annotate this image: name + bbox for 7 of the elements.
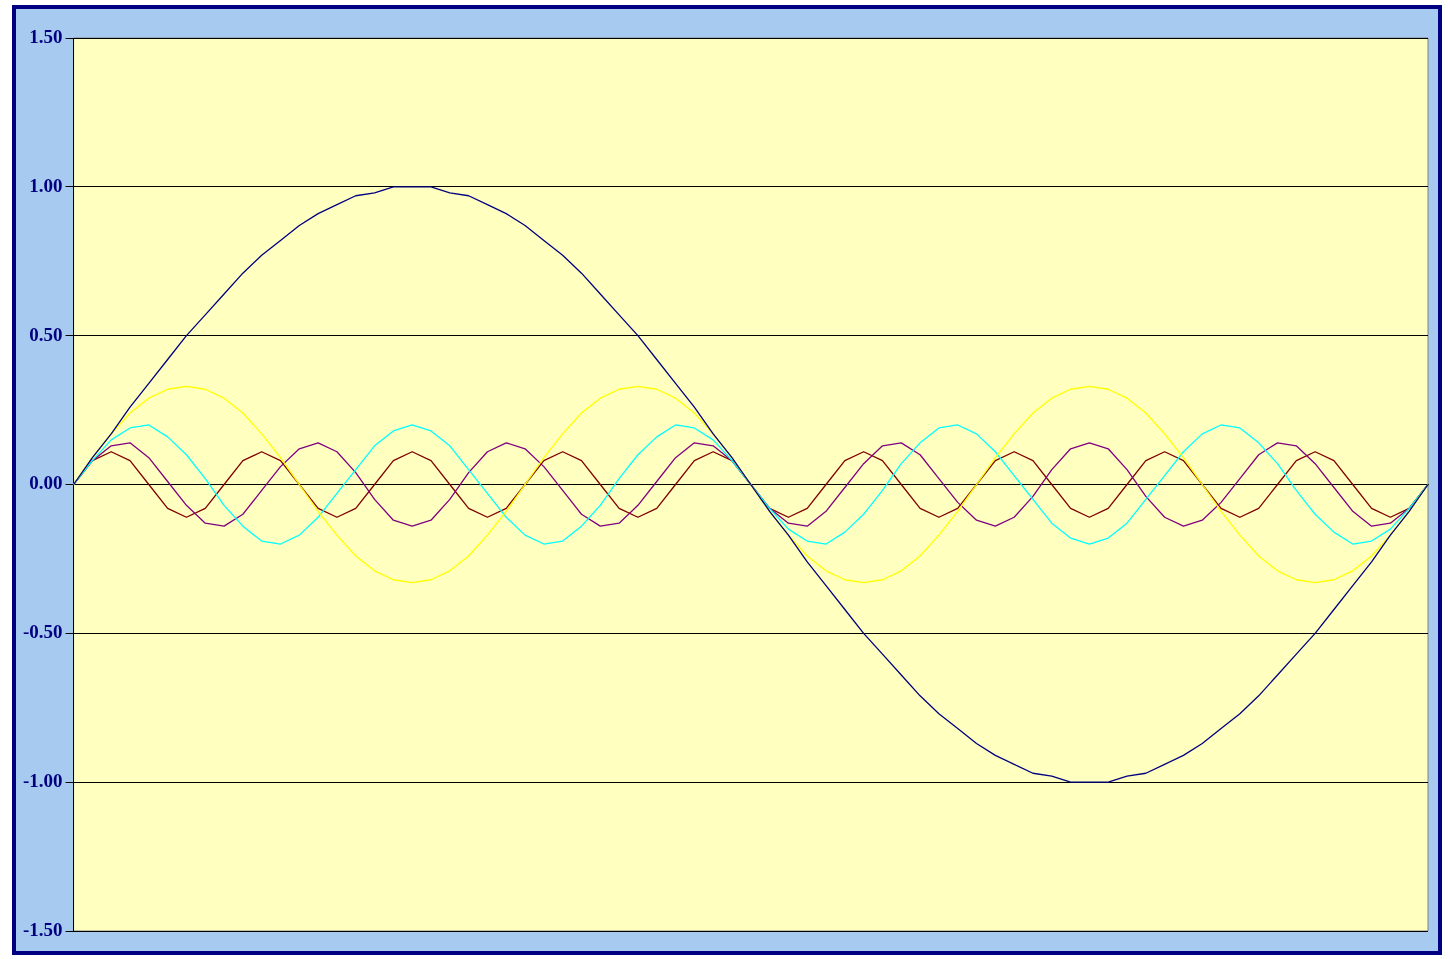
y-tick-label: 0.50: [29, 323, 63, 345]
y-tick-label: -1.00: [23, 770, 63, 792]
y-tick-label: 1.00: [29, 174, 63, 196]
y-tick-label: 1.50: [29, 25, 63, 47]
y-tick-label: -0.50: [23, 621, 63, 643]
y-tick-label: 0.00: [29, 472, 63, 494]
y-tick-label: -1.50: [23, 918, 63, 940]
